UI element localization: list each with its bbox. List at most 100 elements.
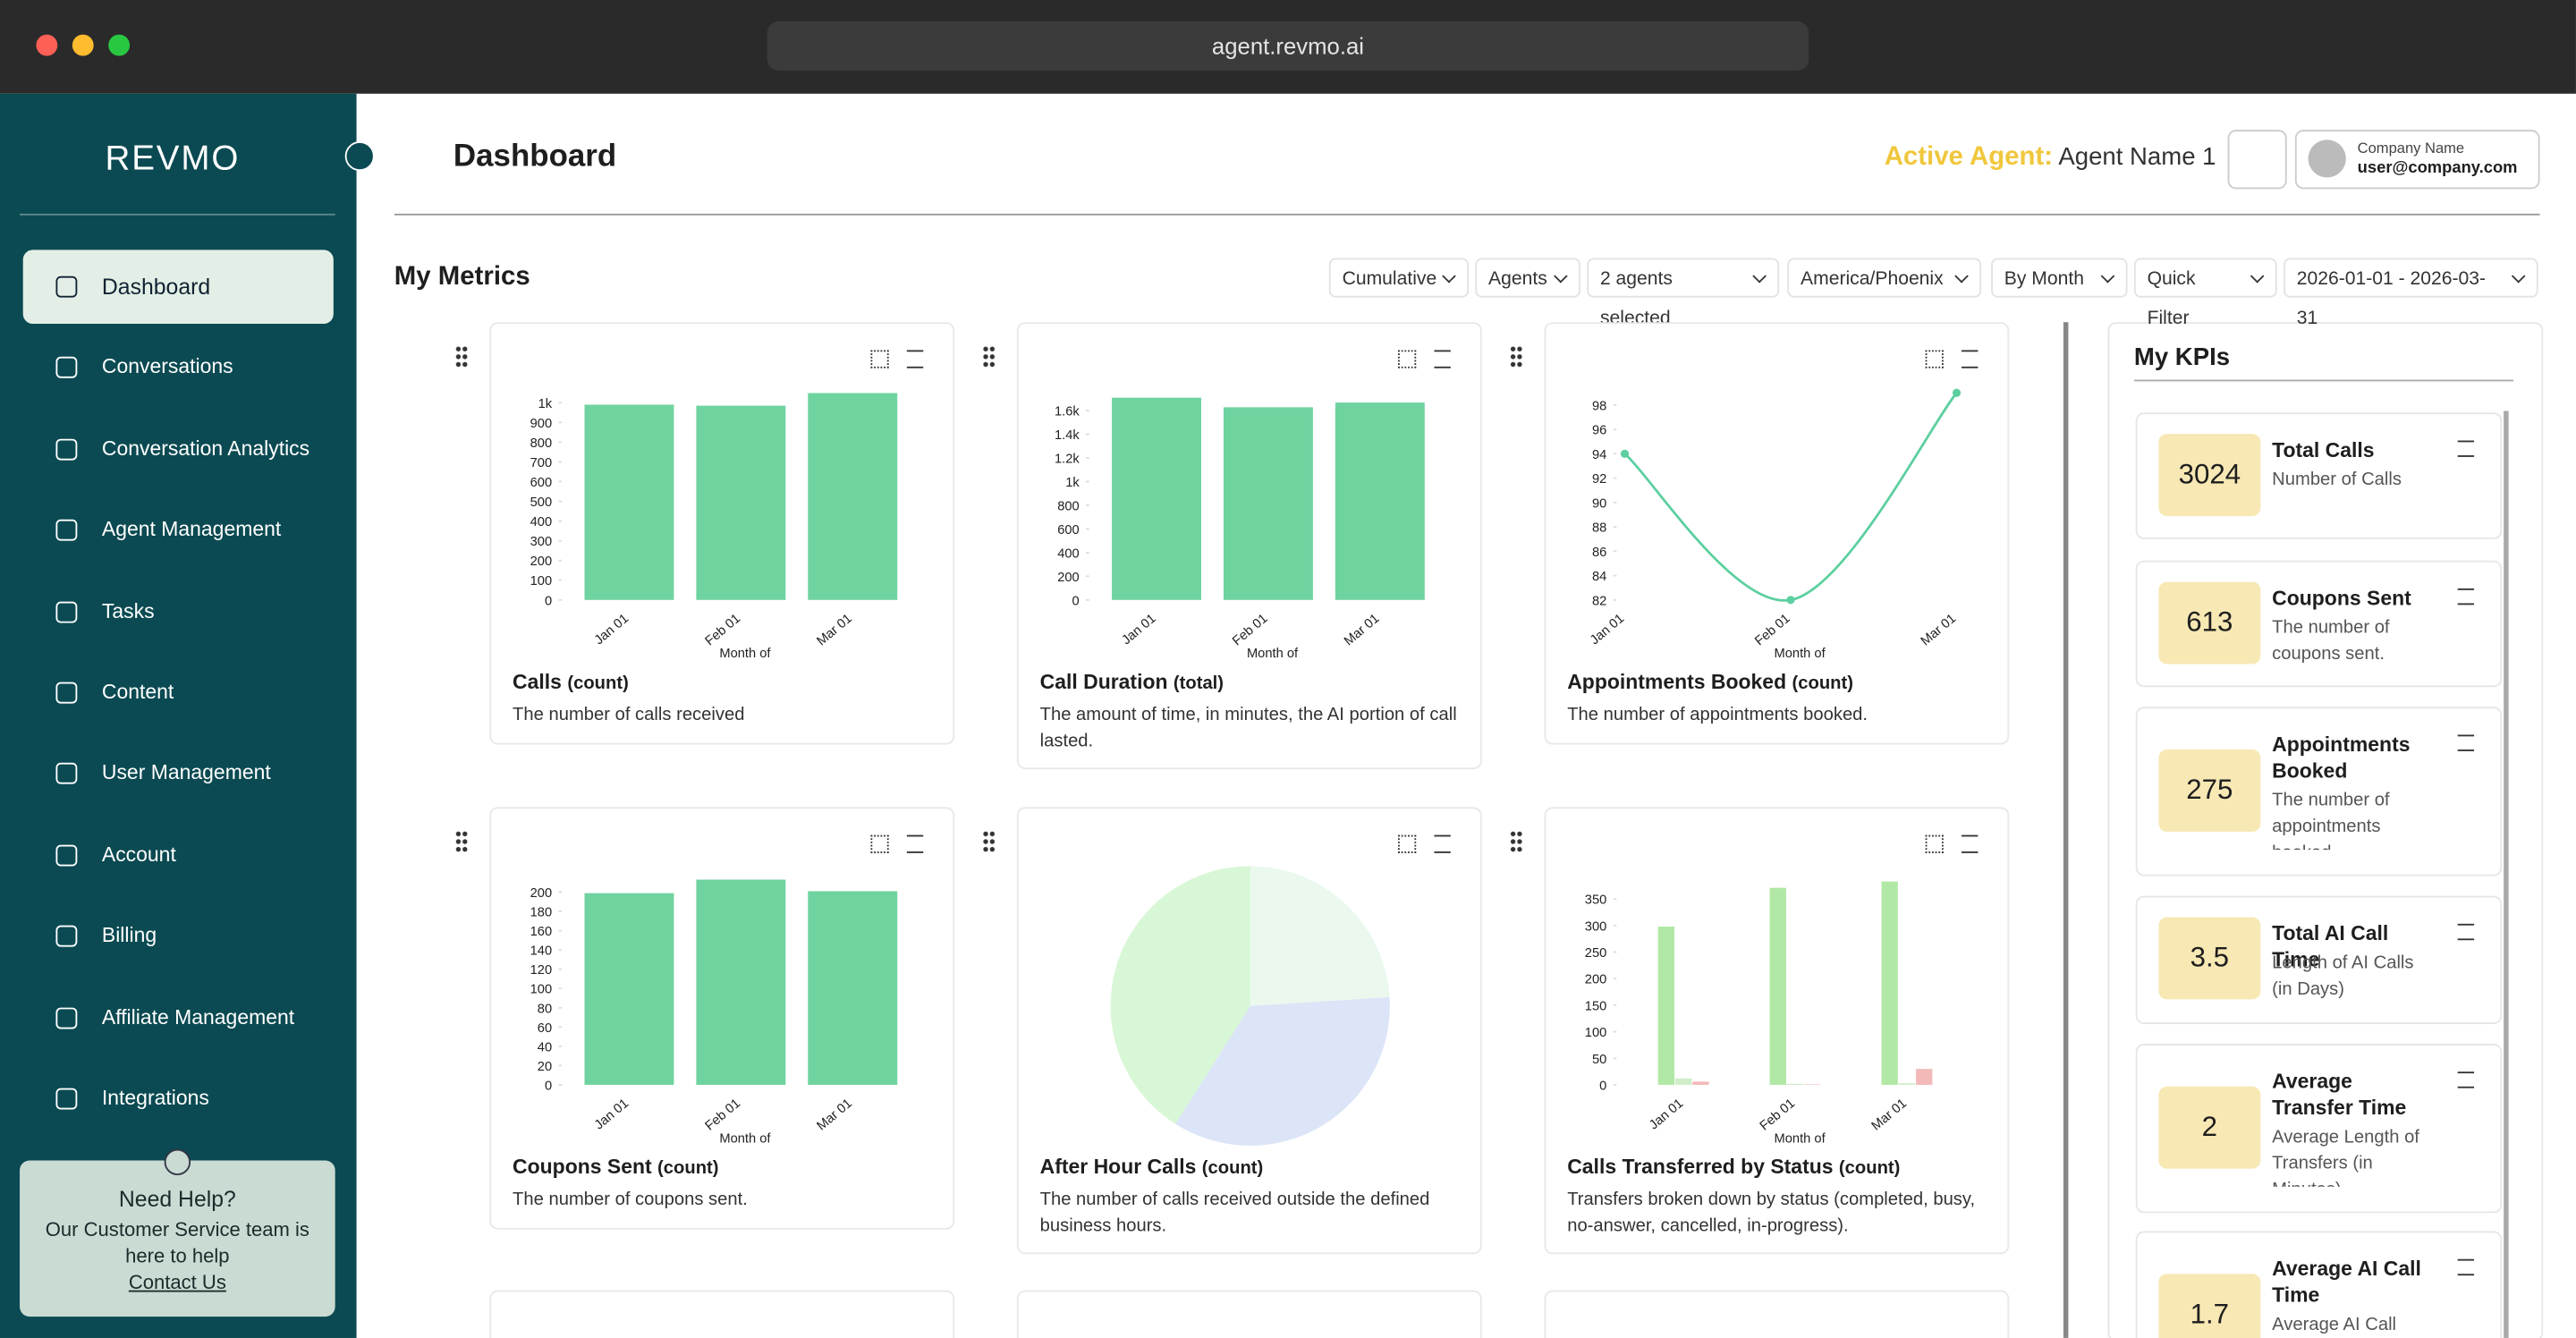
y-tick-label: 400 bbox=[530, 515, 553, 529]
filter-dropdown[interactable]: By Month bbox=[1991, 258, 2128, 298]
nav-item[interactable]: Billing bbox=[23, 900, 334, 974]
x-tick-label: Jan 01 bbox=[1647, 1097, 1686, 1133]
filter-dropdown[interactable]: 2 agents selected bbox=[1587, 258, 1780, 329]
expand-button[interactable] bbox=[870, 350, 889, 368]
drag-handle[interactable] bbox=[454, 830, 469, 853]
settings-button[interactable] bbox=[1962, 834, 1979, 853]
scrollbar bbox=[2063, 322, 2069, 1338]
y-tick-label: 86 bbox=[1592, 546, 1606, 560]
expand-button[interactable] bbox=[1398, 834, 1417, 853]
expand-button[interactable] bbox=[870, 834, 889, 853]
y-tick-label: 600 bbox=[1057, 523, 1080, 538]
kpi-card: 3.5 Total AI Call Time Length of AI Calls … bbox=[2135, 895, 2503, 1024]
filter-dropdown[interactable]: America/Phoenix bbox=[1787, 258, 1982, 298]
kpi-settings[interactable] bbox=[2457, 1258, 2475, 1276]
collapse-button[interactable] bbox=[344, 141, 375, 172]
kpi-value: 3024 bbox=[2158, 434, 2261, 517]
y-tick-label: 500 bbox=[530, 495, 553, 510]
settings-button[interactable] bbox=[1434, 834, 1451, 853]
y-tick-label: 0 bbox=[545, 594, 552, 608]
y-tick-label: 100 bbox=[530, 983, 553, 997]
kpi-value: 2 bbox=[2158, 1086, 2261, 1169]
close-button[interactable] bbox=[36, 34, 58, 56]
drag-handle[interactable] bbox=[1509, 830, 1523, 853]
kpi-description: The number of appointments booked. bbox=[2272, 790, 2390, 850]
drag-handle[interactable] bbox=[454, 344, 469, 368]
expand-button[interactable] bbox=[1925, 834, 1944, 853]
nav-icon bbox=[55, 275, 78, 298]
filter-dropdown[interactable]: Agents bbox=[1475, 258, 1580, 298]
y-tick-label: 600 bbox=[530, 476, 553, 490]
expand-button[interactable] bbox=[1925, 350, 1944, 368]
logo: REVMO bbox=[105, 140, 241, 178]
y-tick-label: 100 bbox=[530, 574, 553, 589]
chart: 0 50 100 150 200 250 300 350 Jan 01 Feb 01 Mar 01 M… bbox=[1585, 881, 1933, 1146]
kpi-settings[interactable] bbox=[2457, 588, 2475, 605]
y-tick-label: 160 bbox=[530, 925, 553, 939]
notification-button[interactable] bbox=[2227, 130, 2287, 190]
bar bbox=[696, 879, 786, 1085]
y-tick-label: 20 bbox=[538, 1060, 552, 1074]
chart-card bbox=[1544, 1290, 2010, 1338]
x-axis-label: Month of bbox=[1775, 647, 1826, 661]
x-tick-label: Jan 01 bbox=[592, 612, 631, 648]
nav-item[interactable]: Integrations bbox=[23, 1062, 334, 1136]
chart-unit: (count) bbox=[1838, 1158, 1901, 1179]
nav-item[interactable]: Tasks bbox=[23, 574, 334, 648]
bar bbox=[1786, 1083, 1804, 1085]
filter-dropdown[interactable]: Cumulative bbox=[1328, 258, 1470, 298]
y-tick-label: 40 bbox=[538, 1040, 552, 1054]
help-link[interactable]: Contact Us bbox=[128, 1270, 226, 1294]
bar bbox=[1335, 402, 1425, 600]
kpi-settings[interactable] bbox=[2457, 923, 2475, 941]
bar bbox=[1674, 1078, 1692, 1085]
kpi-title: Total Calls bbox=[2272, 438, 2375, 462]
divider bbox=[394, 213, 2540, 216]
settings-button[interactable] bbox=[1434, 350, 1451, 368]
y-tick-label: 350 bbox=[1585, 893, 1607, 908]
help-icon bbox=[164, 1148, 191, 1176]
address-bar[interactable]: agent.revmo.ai bbox=[767, 21, 1809, 72]
nav-item[interactable]: Content bbox=[23, 656, 334, 730]
drag-handle[interactable] bbox=[982, 344, 996, 368]
settings-button[interactable] bbox=[906, 834, 924, 853]
chart-title-text: Calls Transferred by Status bbox=[1567, 1155, 1834, 1179]
nav-item[interactable]: Account bbox=[23, 818, 334, 893]
bar bbox=[584, 893, 674, 1085]
line-point bbox=[1786, 596, 1795, 605]
kpi-settings[interactable] bbox=[2457, 440, 2475, 457]
kpi-card: 613 Coupons Sent The number of coupons sen… bbox=[2135, 560, 2503, 688]
nav-label: Billing bbox=[101, 924, 157, 947]
nav-item[interactable]: Dashboard bbox=[22, 250, 334, 325]
drag-handle[interactable] bbox=[982, 830, 996, 853]
drag-handle[interactable] bbox=[1509, 344, 1523, 368]
user-menu[interactable]: Company Name user@company.com bbox=[2294, 130, 2540, 190]
filter-dropdown[interactable]: Quick Filter bbox=[2133, 258, 2277, 329]
y-tick-label: 300 bbox=[530, 535, 553, 549]
kpi-title: My KPIs bbox=[2133, 343, 2231, 372]
y-tick-label: 200 bbox=[1585, 973, 1607, 987]
y-tick-label: 200 bbox=[1057, 571, 1080, 585]
chart-description: The number of calls received outside the… bbox=[1039, 1190, 1430, 1237]
minimize-button[interactable] bbox=[72, 34, 94, 56]
nav-item[interactable]: Conversations bbox=[23, 331, 334, 405]
y-tick-label: 50 bbox=[1592, 1053, 1606, 1067]
y-tick-label: 200 bbox=[530, 555, 553, 569]
nav-icon bbox=[55, 1088, 78, 1110]
agent-name[interactable]: Agent Name 1 bbox=[2058, 142, 2216, 172]
settings-button[interactable] bbox=[906, 350, 924, 368]
zoom-button[interactable] bbox=[108, 34, 131, 56]
x-tick-label: Jan 01 bbox=[1120, 612, 1159, 648]
nav-label: Content bbox=[101, 680, 174, 704]
y-tick-label: 80 bbox=[538, 1002, 552, 1016]
nav-item[interactable]: Affiliate Management bbox=[23, 980, 334, 1054]
nav-item[interactable]: User Management bbox=[23, 737, 334, 811]
help-title: Need Help? bbox=[118, 1186, 236, 1212]
kpi-settings[interactable] bbox=[2457, 734, 2475, 751]
kpi-settings[interactable] bbox=[2457, 1071, 2475, 1088]
nav-item[interactable]: Conversation Analytics bbox=[23, 412, 334, 487]
filter-dropdown[interactable]: 2026-01-01 - 2026-03-31 bbox=[2284, 258, 2538, 329]
nav-item[interactable]: Agent Management bbox=[23, 494, 334, 568]
expand-button[interactable] bbox=[1398, 350, 1417, 368]
settings-button[interactable] bbox=[1962, 350, 1979, 368]
